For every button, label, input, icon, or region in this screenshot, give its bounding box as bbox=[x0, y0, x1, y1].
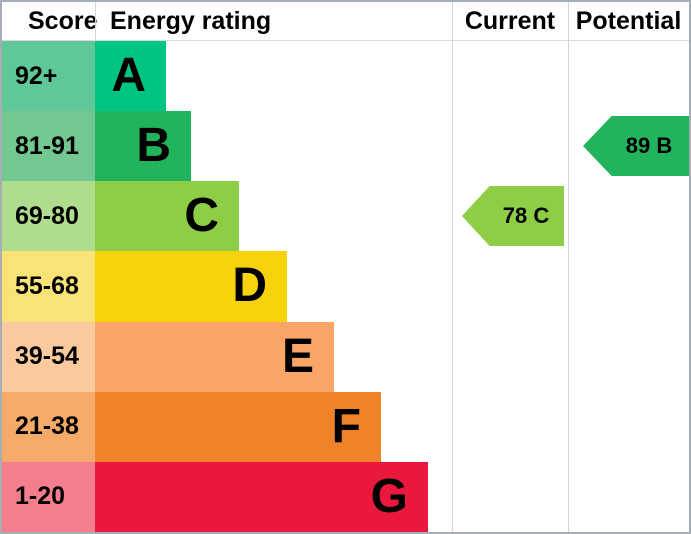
score-range-a: 92+ bbox=[2, 41, 95, 112]
rating-bar-d: D bbox=[95, 251, 287, 322]
score-range-b: 81-91 bbox=[2, 111, 95, 182]
band-row-g: 1-20 G bbox=[2, 461, 689, 532]
header-current: Current bbox=[464, 6, 556, 35]
band-rows: 92+ A 81-91 B 69-80 C 55-68 D 39-54 E 21… bbox=[2, 41, 689, 532]
score-range-e: 39-54 bbox=[2, 321, 95, 392]
band-row-d: 55-68 D bbox=[2, 251, 689, 322]
divider-current-column bbox=[452, 2, 453, 532]
band-row-e: 39-54 E bbox=[2, 321, 689, 392]
rating-bar-b: B bbox=[95, 111, 191, 182]
band-row-b: 81-91 B bbox=[2, 111, 689, 182]
score-range-g: 1-20 bbox=[2, 461, 95, 532]
score-range-f: 21-38 bbox=[2, 391, 95, 462]
header-potential: Potential bbox=[575, 6, 682, 35]
header-score: Score bbox=[28, 6, 98, 35]
rating-bar-e: E bbox=[95, 321, 334, 392]
rating-bar-a: A bbox=[95, 41, 166, 112]
band-row-f: 21-38 F bbox=[2, 391, 689, 462]
band-row-c: 69-80 C bbox=[2, 181, 689, 252]
chart-header-row: Score Energy rating Current Potential bbox=[2, 2, 689, 41]
score-range-c: 69-80 bbox=[2, 181, 95, 252]
rating-bar-g: G bbox=[95, 461, 428, 532]
rating-bar-f: F bbox=[95, 391, 381, 462]
divider-score-energy bbox=[95, 2, 96, 40]
score-range-d: 55-68 bbox=[2, 251, 95, 322]
divider-potential-column bbox=[568, 2, 569, 532]
band-row-a: 92+ A bbox=[2, 41, 689, 112]
rating-bar-c: C bbox=[95, 181, 239, 252]
header-energy-rating: Energy rating bbox=[110, 6, 272, 35]
